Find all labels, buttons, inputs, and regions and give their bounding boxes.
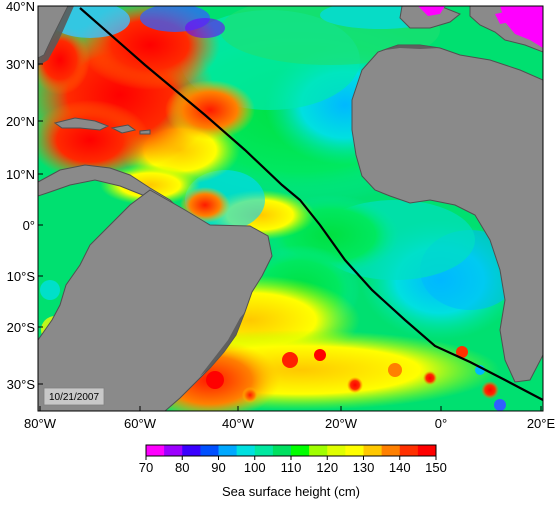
lon-tick-label: 80°W [24, 416, 57, 431]
colorbar-segment [309, 445, 328, 456]
lon-tick-label: 0° [435, 416, 447, 431]
colorbar-segment [146, 445, 165, 456]
lon-tick-label: 20°E [527, 416, 556, 431]
satellite-track [79, 7, 543, 401]
colorbar-segment [381, 445, 401, 456]
colorbar-tick-label: 100 [244, 460, 266, 475]
colorbar-tick-label: 70 [139, 460, 153, 475]
colorbar [145, 444, 437, 457]
lon-tick-label: 40°W [222, 416, 255, 431]
map-frame [37, 5, 544, 412]
latitude-axis: 40°N 30°N 20°N 10°N 0° 10°S 20°S 30°S [6, 0, 43, 392]
colorbar-segment [291, 445, 310, 456]
colorbar-tick-label: 150 [425, 460, 447, 475]
colorbar-tick-label: 130 [353, 460, 375, 475]
colorbar-segment [164, 445, 183, 456]
colorbar-segment [272, 445, 292, 456]
colorbar-tick-label: 110 [281, 460, 302, 475]
date-box: 10/21/2007 [43, 387, 105, 406]
colorbar-tick-label: 120 [316, 460, 338, 475]
colorbar-segment [236, 445, 256, 456]
colorbar-tick-label: 90 [211, 460, 225, 475]
lat-tick-label: 10°N [6, 167, 35, 182]
colorbar-segment [363, 445, 383, 456]
colorbar-tick-label: 80 [175, 460, 189, 475]
colorbar-tick-label: 140 [389, 460, 411, 475]
colorbar-segment [417, 445, 437, 456]
land-masses [38, 6, 543, 411]
caribbean-islands [53, 117, 151, 135]
lat-tick-label: 30°N [6, 57, 35, 72]
lon-tick-label: 60°W [124, 416, 157, 431]
colorbar-segment [182, 445, 201, 456]
lat-tick-label: 40°N [6, 0, 35, 14]
lat-tick-label: 0° [23, 218, 35, 233]
africa [351, 44, 543, 383]
lat-tick-label: 20°N [6, 114, 35, 129]
colorbar-segment [200, 445, 219, 456]
colorbar-segment [345, 445, 364, 456]
mediterranean-low [418, 6, 543, 48]
colorbar-segment [327, 445, 346, 456]
lon-tick-label: 20°W [325, 416, 358, 431]
colorbar-segment [399, 445, 419, 456]
colorbar-segment [218, 445, 238, 456]
colorbar-segment [254, 445, 274, 456]
colorbar-label: Sea surface height (cm) [222, 484, 360, 499]
continental-shelf [38, 6, 440, 376]
lat-tick-label: 30°S [7, 377, 36, 392]
longitude-axis: 80°W 60°W 40°W 20°W 0° 20°E [24, 406, 555, 431]
lat-tick-label: 10°S [7, 269, 36, 284]
colorbar-ticks: 70 80 90 100 110 120 130 140 150 [139, 456, 447, 475]
date-label: 10/21/2007 [49, 392, 99, 403]
lat-tick-label: 20°S [7, 320, 36, 335]
south-america [38, 189, 273, 411]
